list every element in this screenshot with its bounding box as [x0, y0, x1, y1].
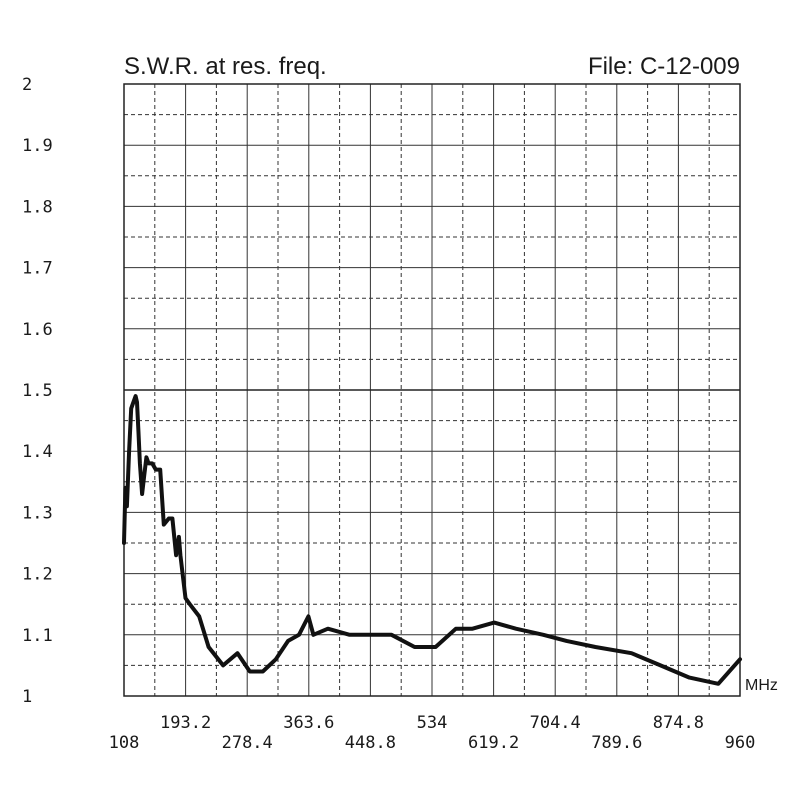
- x-tick-label: 108: [109, 733, 140, 753]
- x-tick-label: 704.4: [530, 713, 581, 733]
- y-tick-label: 1.9: [22, 136, 53, 156]
- x-tick-label: 874.8: [653, 713, 704, 733]
- y-tick-label: 2: [22, 75, 32, 95]
- series-line: [122, 394, 742, 686]
- x-tick-label: 448.8: [345, 733, 396, 753]
- x-tick-label: 960: [725, 733, 756, 753]
- x-tick-label: 193.2: [160, 713, 211, 733]
- series-layer: [122, 394, 742, 686]
- file-label: File: C-12-009: [588, 53, 740, 80]
- y-tick-label: 1.5: [22, 381, 53, 401]
- y-tick-label: 1.8: [22, 197, 53, 217]
- y-tick-label: 1.6: [22, 320, 53, 340]
- x-axis-ticks: 193.2 363.6 534 704.4 874.8 108 278.4 448.8 619.…: [109, 713, 756, 753]
- x-tick-label: 278.4: [222, 733, 273, 753]
- y-tick-label: 1.2: [22, 565, 53, 585]
- x-tick-label: 363.6: [283, 713, 334, 733]
- y-tick-label: 1.3: [22, 503, 53, 523]
- x-unit-label: MHz: [745, 677, 778, 694]
- x-tick-label: 534: [417, 713, 448, 733]
- y-tick-label: 1.1: [22, 626, 53, 646]
- x-tick-label: 789.6: [591, 733, 642, 753]
- y-tick-label: 1.7: [22, 259, 53, 279]
- chart-title: S.W.R. at res. freq.: [124, 53, 327, 80]
- x-tick-label: 619.2: [468, 733, 519, 753]
- y-tick-label: 1.4: [22, 442, 53, 462]
- y-axis-ticks: 1 1.1 1.2 1.3 1.4 1.5 1.6 1.7 1.8 1.9 2: [22, 75, 53, 707]
- y-tick-label: 1: [22, 687, 32, 707]
